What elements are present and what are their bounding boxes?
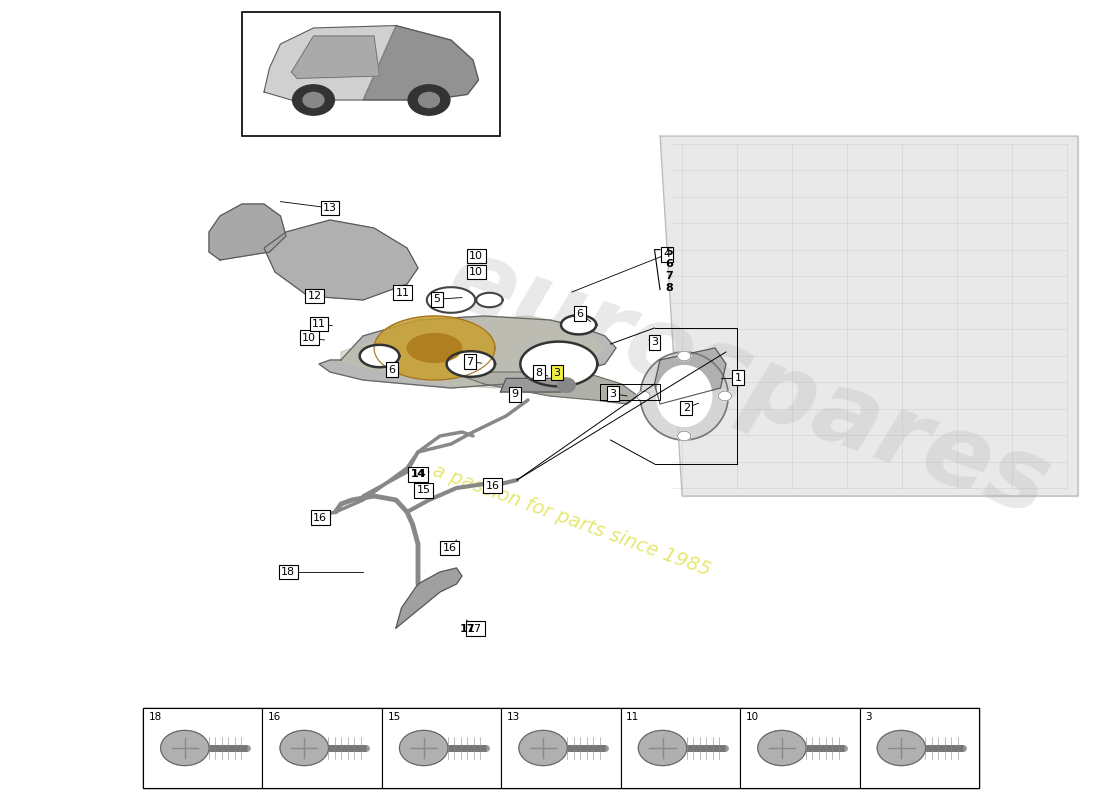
Text: 10: 10 — [302, 333, 316, 342]
Text: 15: 15 — [387, 712, 400, 722]
Text: 14: 14 — [410, 470, 426, 479]
Polygon shape — [447, 351, 495, 377]
Text: 6: 6 — [666, 259, 673, 269]
Text: 11: 11 — [626, 712, 639, 722]
Polygon shape — [476, 293, 503, 307]
Text: 3: 3 — [609, 389, 616, 398]
Polygon shape — [264, 26, 478, 100]
Text: 7: 7 — [466, 357, 473, 366]
Polygon shape — [654, 348, 726, 404]
Polygon shape — [657, 366, 712, 426]
Text: 14: 14 — [411, 470, 425, 479]
Circle shape — [678, 431, 691, 441]
Circle shape — [408, 85, 450, 115]
Text: 17: 17 — [460, 624, 475, 634]
Polygon shape — [292, 36, 379, 78]
Polygon shape — [363, 26, 478, 100]
Text: eurospares: eurospares — [434, 230, 1062, 538]
Text: 13: 13 — [507, 712, 520, 722]
Text: 16: 16 — [486, 481, 499, 490]
Circle shape — [877, 730, 925, 766]
FancyBboxPatch shape — [242, 12, 500, 136]
Text: 3: 3 — [651, 338, 658, 347]
Circle shape — [399, 730, 448, 766]
Text: 1: 1 — [735, 373, 741, 382]
Text: 8: 8 — [536, 368, 542, 378]
Text: 3: 3 — [865, 712, 871, 722]
FancyBboxPatch shape — [620, 708, 740, 788]
Polygon shape — [660, 136, 1078, 496]
Polygon shape — [360, 345, 399, 367]
Polygon shape — [341, 316, 605, 388]
Polygon shape — [407, 334, 462, 362]
FancyBboxPatch shape — [382, 708, 502, 788]
Text: 5: 5 — [666, 247, 673, 257]
Circle shape — [718, 391, 732, 401]
Polygon shape — [427, 287, 475, 313]
Text: 12: 12 — [308, 291, 321, 301]
Polygon shape — [561, 315, 596, 334]
Circle shape — [519, 730, 568, 766]
FancyBboxPatch shape — [859, 708, 979, 788]
Text: 10: 10 — [470, 267, 483, 277]
Text: 18: 18 — [282, 567, 295, 577]
FancyBboxPatch shape — [143, 708, 979, 788]
FancyBboxPatch shape — [740, 708, 859, 788]
Circle shape — [637, 391, 650, 401]
Polygon shape — [640, 352, 728, 440]
Text: 16: 16 — [314, 513, 327, 522]
Polygon shape — [520, 342, 597, 386]
Circle shape — [678, 351, 691, 361]
Polygon shape — [374, 316, 495, 380]
Polygon shape — [396, 568, 462, 628]
Circle shape — [415, 483, 432, 496]
Text: 10: 10 — [470, 251, 483, 261]
Polygon shape — [500, 378, 566, 392]
Text: 10: 10 — [746, 712, 759, 722]
Text: 8: 8 — [666, 283, 673, 293]
Circle shape — [304, 92, 324, 108]
Text: 11: 11 — [312, 319, 326, 329]
Circle shape — [293, 85, 334, 115]
Text: 2: 2 — [683, 403, 690, 413]
FancyBboxPatch shape — [143, 708, 263, 788]
Polygon shape — [558, 378, 575, 392]
Circle shape — [638, 730, 686, 766]
Text: 11: 11 — [396, 288, 409, 298]
Circle shape — [418, 92, 440, 108]
Text: 4: 4 — [663, 250, 670, 259]
Text: a passion for parts since 1985: a passion for parts since 1985 — [430, 461, 714, 579]
Text: 9: 9 — [512, 390, 518, 399]
Text: 13: 13 — [323, 203, 337, 213]
Text: 16: 16 — [443, 543, 456, 553]
Text: 3: 3 — [553, 368, 560, 378]
Circle shape — [280, 730, 329, 766]
Text: 18: 18 — [148, 712, 162, 722]
Polygon shape — [319, 316, 616, 388]
Text: 5: 5 — [433, 294, 440, 304]
Circle shape — [161, 730, 209, 766]
Text: 6: 6 — [576, 309, 583, 318]
Circle shape — [758, 730, 806, 766]
Polygon shape — [209, 204, 286, 260]
Text: 15: 15 — [417, 486, 430, 495]
Text: 7: 7 — [666, 271, 673, 281]
Polygon shape — [264, 220, 418, 300]
FancyBboxPatch shape — [263, 708, 382, 788]
FancyBboxPatch shape — [502, 708, 620, 788]
Polygon shape — [462, 372, 638, 404]
Text: 6: 6 — [388, 365, 395, 374]
Text: 16: 16 — [268, 712, 282, 722]
Text: 17: 17 — [469, 624, 482, 634]
